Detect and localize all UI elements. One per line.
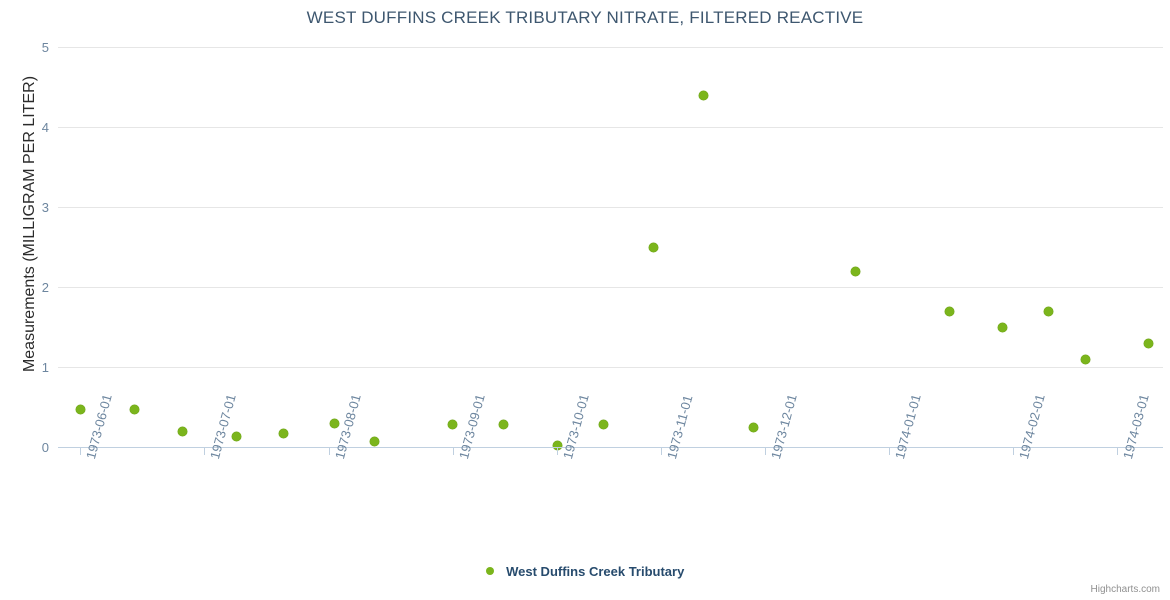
gridline-y <box>58 287 1163 288</box>
chart-legend: West Duffins Creek Tributary <box>0 563 1170 581</box>
y-axis-title: Measurements (MILLIGRAM PER LITER) <box>21 75 38 373</box>
data-point[interactable] <box>997 322 1007 332</box>
legend-item-west-duffins-creek-tributary[interactable]: West Duffins Creek Tributary <box>485 563 685 581</box>
x-axis-tick-mark <box>1013 448 1014 455</box>
gridline-y <box>58 47 1163 48</box>
data-point[interactable] <box>748 422 758 432</box>
x-axis-tick-mark <box>453 448 454 455</box>
gridline-y <box>58 207 1163 208</box>
y-axis-tick-label: 2 <box>41 280 49 295</box>
data-point[interactable] <box>1080 354 1090 364</box>
data-point[interactable] <box>944 306 954 316</box>
x-axis-tick-mark <box>1117 448 1118 455</box>
y-axis-tick-label: 1 <box>41 360 49 375</box>
x-axis-tick-mark <box>661 448 662 455</box>
gridline-y <box>58 367 1163 368</box>
x-axis-tick-mark <box>329 448 330 455</box>
data-point[interactable] <box>1143 338 1153 348</box>
data-point[interactable] <box>75 404 85 414</box>
data-point[interactable] <box>552 440 562 450</box>
data-point[interactable] <box>1043 306 1053 316</box>
credits-link[interactable]: Highcharts.com <box>1090 584 1160 595</box>
data-point[interactable] <box>498 420 508 430</box>
x-axis-tick-mark <box>204 448 205 455</box>
plot-area <box>58 47 1163 450</box>
x-axis-tick-mark <box>889 448 890 455</box>
y-axis-tick-label: 4 <box>41 120 49 135</box>
data-point[interactable] <box>698 90 708 100</box>
data-point[interactable] <box>329 418 339 428</box>
legend-item-label: West Duffins Creek Tributary <box>506 564 685 580</box>
gridline-y <box>58 127 1163 128</box>
data-point[interactable] <box>850 266 860 276</box>
y-axis-tick-label: 5 <box>41 40 49 55</box>
x-axis-tick-mark <box>765 448 766 455</box>
chart-title: WEST DUFFINS CREEK TRIBUTARY NITRATE, FI… <box>306 8 864 27</box>
data-point[interactable] <box>598 420 608 430</box>
x-axis-tick-mark <box>557 448 558 455</box>
data-point[interactable] <box>231 432 241 442</box>
data-point[interactable] <box>447 420 457 430</box>
data-point[interactable] <box>129 404 139 414</box>
x-axis-line <box>58 447 1163 448</box>
data-point[interactable] <box>278 428 288 438</box>
data-point[interactable] <box>177 426 187 436</box>
y-axis-tick-label: 0 <box>41 440 49 455</box>
y-axis-tick-label: 3 <box>41 200 49 215</box>
data-point[interactable] <box>369 436 379 446</box>
data-point[interactable] <box>648 242 658 252</box>
x-axis-tick-mark <box>80 448 81 455</box>
legend-marker-icon <box>485 566 494 575</box>
